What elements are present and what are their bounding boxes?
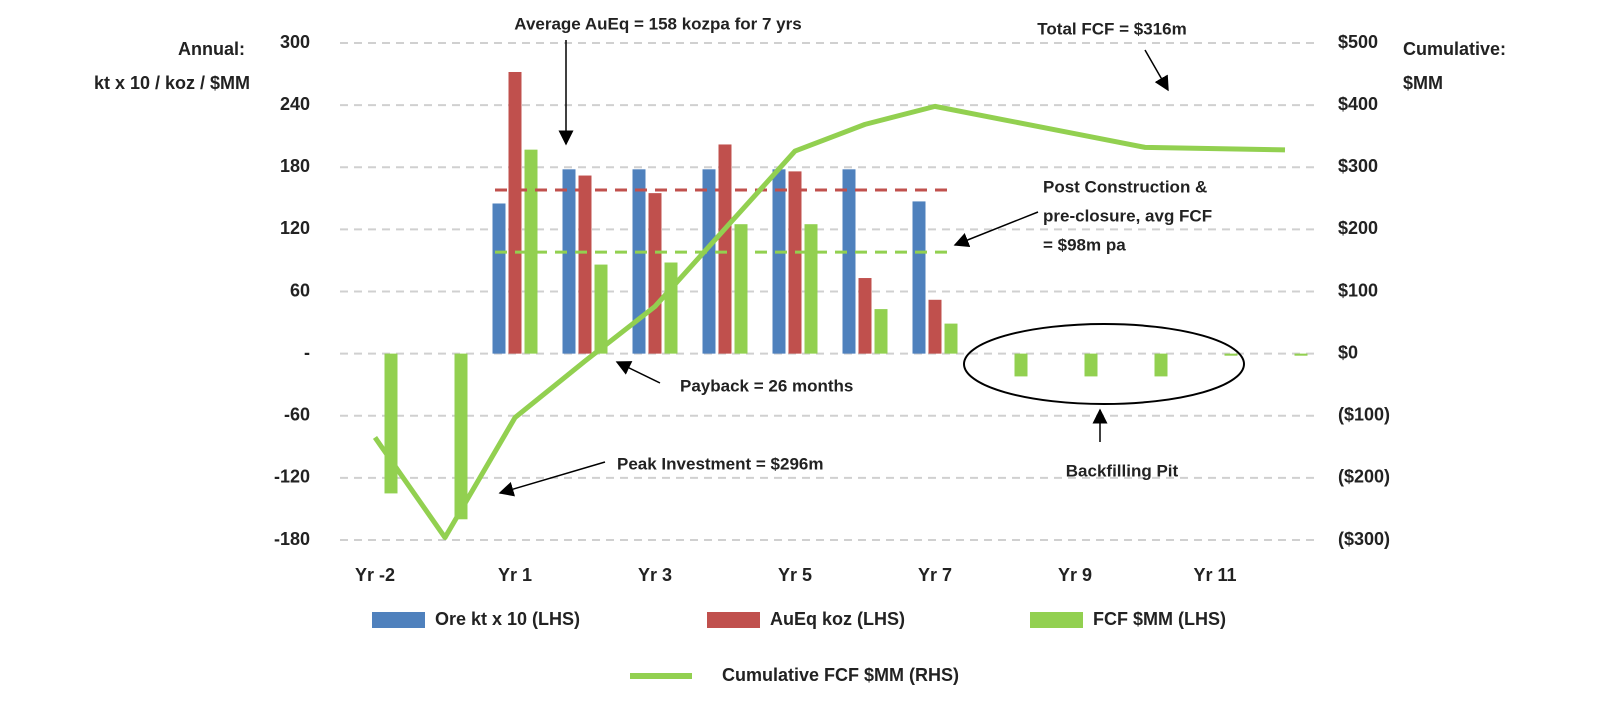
bar — [1084, 353, 1098, 377]
y-tick-label: 240 — [280, 94, 310, 114]
x-tick-label: Yr -2 — [355, 565, 395, 585]
bar — [1014, 353, 1028, 377]
bar — [944, 323, 958, 354]
bar — [842, 169, 856, 354]
bar — [804, 224, 818, 354]
annotation: Post Construction & — [1043, 177, 1207, 196]
legend-label: Ore kt x 10 (LHS) — [435, 609, 580, 629]
bar — [578, 175, 592, 354]
bar — [508, 71, 522, 354]
y-tick-label: 60 — [290, 280, 310, 300]
bar — [384, 353, 398, 494]
bar — [562, 169, 576, 354]
y-tick-label: -180 — [274, 529, 310, 549]
x-tick-label: Yr 3 — [638, 565, 672, 585]
bar — [664, 262, 678, 354]
annotation: Backfilling Pit — [1066, 461, 1179, 480]
bar — [648, 193, 662, 354]
bar — [912, 201, 926, 354]
legend-label: FCF $MM (LHS) — [1093, 609, 1226, 629]
bar — [524, 149, 538, 354]
y2-tick-label: ($300) — [1338, 529, 1390, 549]
y2-tick-label: $100 — [1338, 280, 1378, 300]
x-tick-label: Yr 9 — [1058, 565, 1092, 585]
x-tick-label: Yr 11 — [1193, 565, 1236, 585]
y2-axis-title: Cumulative: — [1403, 39, 1506, 59]
bar — [858, 278, 872, 354]
legend-label: AuEq koz (LHS) — [770, 609, 905, 629]
bar — [928, 299, 942, 354]
y2-tick-label: ($100) — [1338, 405, 1390, 425]
y-tick-label: 180 — [280, 156, 310, 176]
y2-tick-label: ($200) — [1338, 467, 1390, 487]
arrow — [1144, 49, 1169, 92]
y-axis-title: Annual: — [178, 39, 245, 59]
annotation: pre-closure, avg FCF — [1043, 206, 1212, 225]
bar — [492, 203, 506, 354]
x-tick-label: Yr 1 — [498, 565, 532, 585]
y2-tick-label: $0 — [1338, 342, 1358, 362]
legend-swatch — [1030, 612, 1083, 628]
y-tick-label: - — [304, 342, 310, 362]
y2-tick-label: $500 — [1338, 32, 1378, 52]
annotation: = $98m pa — [1043, 235, 1126, 254]
bar — [788, 171, 802, 354]
y-tick-label: -120 — [274, 467, 310, 487]
y2-tick-label: $300 — [1338, 156, 1378, 176]
arrow — [498, 461, 606, 497]
y-axis-title: kt x 10 / koz / $MM — [94, 73, 250, 93]
bar — [1294, 353, 1308, 356]
legend-label: Cumulative FCF $MM (RHS) — [722, 665, 959, 685]
bar — [772, 169, 786, 354]
legend-swatch — [372, 612, 425, 628]
bar — [454, 353, 468, 520]
arrow — [953, 211, 1039, 247]
y2-axis-title: $MM — [1403, 73, 1443, 93]
x-tick-label: Yr 7 — [918, 565, 952, 585]
line-series — [372, 103, 1286, 541]
annotation: Peak Investment = $296m — [617, 454, 823, 473]
bar — [718, 144, 732, 354]
annotations: Average AuEq = 158 kozpa for 7 yrs Total… — [498, 14, 1245, 497]
bar — [594, 264, 608, 354]
y2-tick-label: $400 — [1338, 94, 1378, 114]
annotation: Average AuEq = 158 kozpa for 7 yrs — [514, 14, 801, 33]
highlight-ellipse — [963, 323, 1245, 405]
bar — [1154, 353, 1168, 377]
y2-tick-label: $200 — [1338, 218, 1378, 238]
annotation: Total FCF = $316m — [1037, 19, 1186, 38]
arrow — [615, 361, 661, 384]
y-tick-label: 300 — [280, 32, 310, 52]
y-tick-label: -60 — [284, 405, 310, 425]
bar — [734, 224, 748, 354]
annotation: Payback = 26 months — [680, 376, 853, 395]
legend-swatch — [707, 612, 760, 628]
bar — [632, 169, 646, 354]
y-tick-label: 120 — [280, 218, 310, 238]
bar — [1224, 353, 1238, 356]
bar — [702, 169, 716, 354]
bar — [874, 309, 888, 354]
x-tick-label: Yr 5 — [778, 565, 812, 585]
